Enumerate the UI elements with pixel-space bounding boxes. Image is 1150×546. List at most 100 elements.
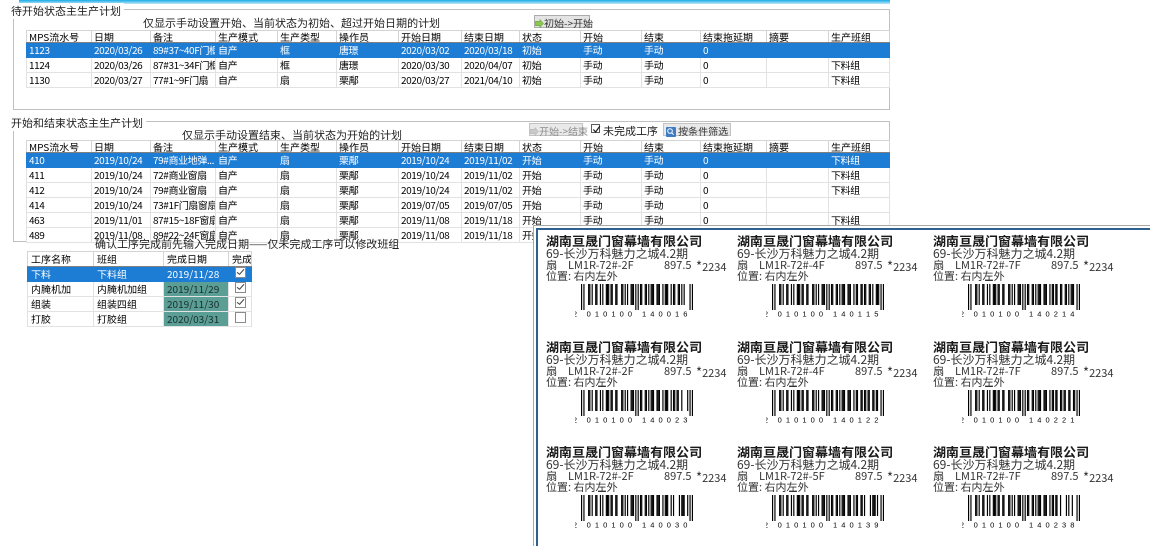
svg-text:0: 0 [811,521,815,529]
svg-text:4: 4 [650,415,654,423]
svg-text:2: 2 [575,415,577,423]
svg-text:2: 2 [766,521,768,529]
svg-text:1: 1 [833,521,837,529]
svg-text:0: 0 [794,310,798,318]
svg-text:0: 0 [819,415,823,423]
svg-text:1: 1 [611,415,615,423]
svg-text:1: 1 [833,415,837,423]
svg-text:0: 0 [1045,310,1049,318]
svg-text:0: 0 [667,310,671,318]
svg-text:1: 1 [982,310,986,318]
svg-text:0: 0 [819,310,823,318]
svg-text:0: 0 [778,521,782,529]
svg-text:4: 4 [1037,415,1041,423]
svg-text:1: 1 [642,521,646,529]
svg-text:0: 0 [849,415,853,423]
svg-text:1: 1 [998,521,1002,529]
svg-text:2: 2 [1054,415,1058,423]
svg-text:0: 0 [990,521,994,529]
svg-text:0: 0 [811,310,815,318]
svg-text:3: 3 [866,521,870,529]
svg-text:2: 2 [766,310,768,318]
svg-text:5: 5 [874,310,878,318]
svg-text:0: 0 [794,415,798,423]
svg-text:4: 4 [1070,310,1074,318]
svg-text:1: 1 [1062,310,1066,318]
svg-text:2: 2 [575,310,577,318]
svg-text:2: 2 [575,521,577,529]
svg-text:1: 1 [1029,310,1033,318]
svg-text:0: 0 [628,415,632,423]
svg-text:0: 0 [620,521,624,529]
svg-text:2: 2 [1062,415,1066,423]
svg-text:0: 0 [587,310,591,318]
svg-text:3: 3 [1062,521,1066,529]
svg-text:0: 0 [990,310,994,318]
svg-text:2: 2 [866,415,870,423]
svg-text:1: 1 [858,415,862,423]
svg-text:1: 1 [786,521,790,529]
svg-text:2: 2 [962,415,964,423]
svg-text:1: 1 [1070,415,1074,423]
svg-text:1: 1 [858,310,862,318]
svg-text:1: 1 [595,521,599,529]
svg-text:1: 1 [982,521,986,529]
svg-text:1: 1 [1029,521,1033,529]
svg-text:0: 0 [667,415,671,423]
svg-text:1: 1 [858,521,862,529]
svg-text:0: 0 [658,415,662,423]
svg-text:1: 1 [866,310,870,318]
svg-text:0: 0 [628,521,632,529]
svg-text:0: 0 [974,415,978,423]
svg-text:0: 0 [658,310,662,318]
svg-text:0: 0 [811,415,815,423]
svg-text:0: 0 [778,310,782,318]
svg-text:1: 1 [982,415,986,423]
svg-text:0: 0 [1045,415,1049,423]
svg-text:0: 0 [1015,521,1019,529]
svg-text:1: 1 [642,415,646,423]
svg-text:4: 4 [841,521,845,529]
svg-text:2: 2 [1054,310,1058,318]
svg-text:3: 3 [683,415,687,423]
svg-text:0: 0 [587,415,591,423]
svg-text:0: 0 [849,521,853,529]
svg-text:0: 0 [620,310,624,318]
svg-text:1: 1 [786,415,790,423]
svg-text:0: 0 [658,521,662,529]
svg-text:1: 1 [642,310,646,318]
svg-text:2: 2 [1054,521,1058,529]
svg-text:0: 0 [778,415,782,423]
svg-text:0: 0 [990,415,994,423]
svg-text:4: 4 [650,521,654,529]
svg-text:2: 2 [962,521,964,529]
svg-text:1: 1 [1029,415,1033,423]
svg-text:0: 0 [794,521,798,529]
svg-text:1: 1 [802,521,806,529]
svg-text:0: 0 [620,415,624,423]
svg-text:0: 0 [1007,310,1011,318]
svg-text:9: 9 [874,521,878,529]
svg-text:0: 0 [974,310,978,318]
svg-text:0: 0 [1007,415,1011,423]
svg-text:1: 1 [611,521,615,529]
svg-text:1: 1 [833,310,837,318]
svg-text:2: 2 [962,310,964,318]
svg-text:0: 0 [1045,521,1049,529]
svg-text:1: 1 [595,310,599,318]
svg-text:1: 1 [802,415,806,423]
svg-text:1: 1 [611,310,615,318]
svg-text:0: 0 [587,521,591,529]
svg-text:8: 8 [1070,521,1074,529]
svg-text:0: 0 [603,521,607,529]
svg-text:1: 1 [802,310,806,318]
svg-text:0: 0 [819,521,823,529]
svg-text:2: 2 [675,415,679,423]
svg-text:0: 0 [603,310,607,318]
svg-text:1: 1 [595,415,599,423]
svg-text:4: 4 [650,310,654,318]
svg-text:0: 0 [667,521,671,529]
svg-text:0: 0 [1007,521,1011,529]
svg-text:1: 1 [675,310,679,318]
svg-text:1: 1 [998,310,1002,318]
